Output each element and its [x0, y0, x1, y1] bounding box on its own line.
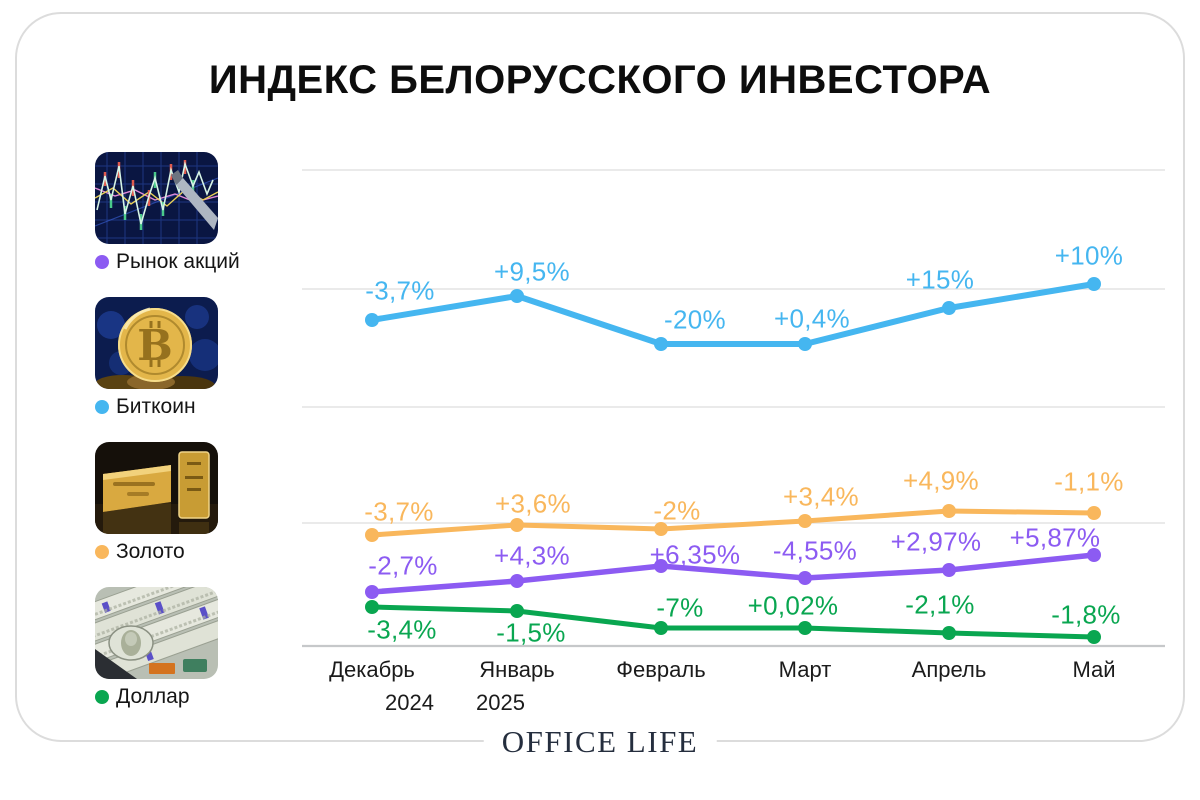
data-point [1087, 506, 1101, 520]
legend-item-gold: Золото [95, 442, 221, 564]
x-axis-label-january: Январь 2025 [476, 657, 555, 715]
data-point [798, 621, 812, 635]
data-point [365, 585, 379, 599]
legend-caption-stocks: Рынок акций [95, 250, 240, 274]
data-point [365, 528, 379, 542]
stocks-color-dot [95, 255, 109, 269]
legend-label-bitcoin: Биткоин [116, 395, 196, 418]
data-point [942, 563, 956, 577]
legend-label-dollar: Доллар [116, 685, 190, 708]
data-point [510, 604, 524, 618]
data-point [654, 621, 668, 635]
data-point [365, 313, 379, 327]
x-axis-label-march: Март [778, 657, 832, 682]
dollar-bills-photo [95, 587, 218, 679]
data-point [798, 571, 812, 585]
data-point [365, 600, 379, 614]
legend-label-gold: Золото [116, 540, 185, 563]
legend-item-stocks: Рынок акций [95, 152, 240, 274]
data-point [942, 301, 956, 315]
series-line-Золото [369, 508, 1097, 538]
data-point [654, 522, 668, 536]
data-point [798, 337, 812, 351]
data-point [1087, 277, 1101, 291]
page-title: ИНДЕКС БЕЛОРУССКОГО ИНВЕСТОРА [208, 58, 992, 102]
data-point [510, 518, 524, 532]
data-point [510, 289, 524, 303]
stock-market-photo [95, 152, 218, 244]
gold-bars-photo [95, 442, 218, 534]
data-point [798, 514, 812, 528]
legend-label-stocks: Рынок акций [116, 250, 240, 273]
dollar-color-dot [95, 690, 109, 704]
legend-caption-gold: Золото [95, 540, 221, 564]
x-axis-label-december: Декабрь 2024 [329, 657, 434, 715]
data-point [510, 574, 524, 588]
data-point [942, 504, 956, 518]
gold-color-dot [95, 545, 109, 559]
svg-text:B: B [137, 321, 173, 370]
x-axis-label-may: Май [1072, 657, 1116, 682]
data-point [942, 626, 956, 640]
footer-logo: OFFICE LIFE [483, 722, 717, 762]
data-point [1087, 630, 1101, 644]
series-line-Биткоин [369, 281, 1097, 347]
x-axis-label-april: Апрель [911, 657, 987, 682]
data-point [1087, 548, 1101, 562]
series-line-Доллар [369, 604, 1097, 640]
bitcoin-color-dot [95, 400, 109, 414]
x-axis-label-february: Февраль [616, 657, 706, 682]
data-point [654, 337, 668, 351]
legend: Рынок акций B [95, 152, 240, 709]
legend-caption-dollar: Доллар [95, 685, 221, 709]
legend-item-dollar: Доллар [95, 587, 221, 709]
bitcoin-photo: B [95, 297, 218, 389]
legend-caption-bitcoin: Биткоин [95, 395, 221, 419]
data-point [654, 559, 668, 573]
legend-item-bitcoin: B Биткоин [95, 297, 221, 419]
series-line-Рынок акций [369, 552, 1097, 595]
